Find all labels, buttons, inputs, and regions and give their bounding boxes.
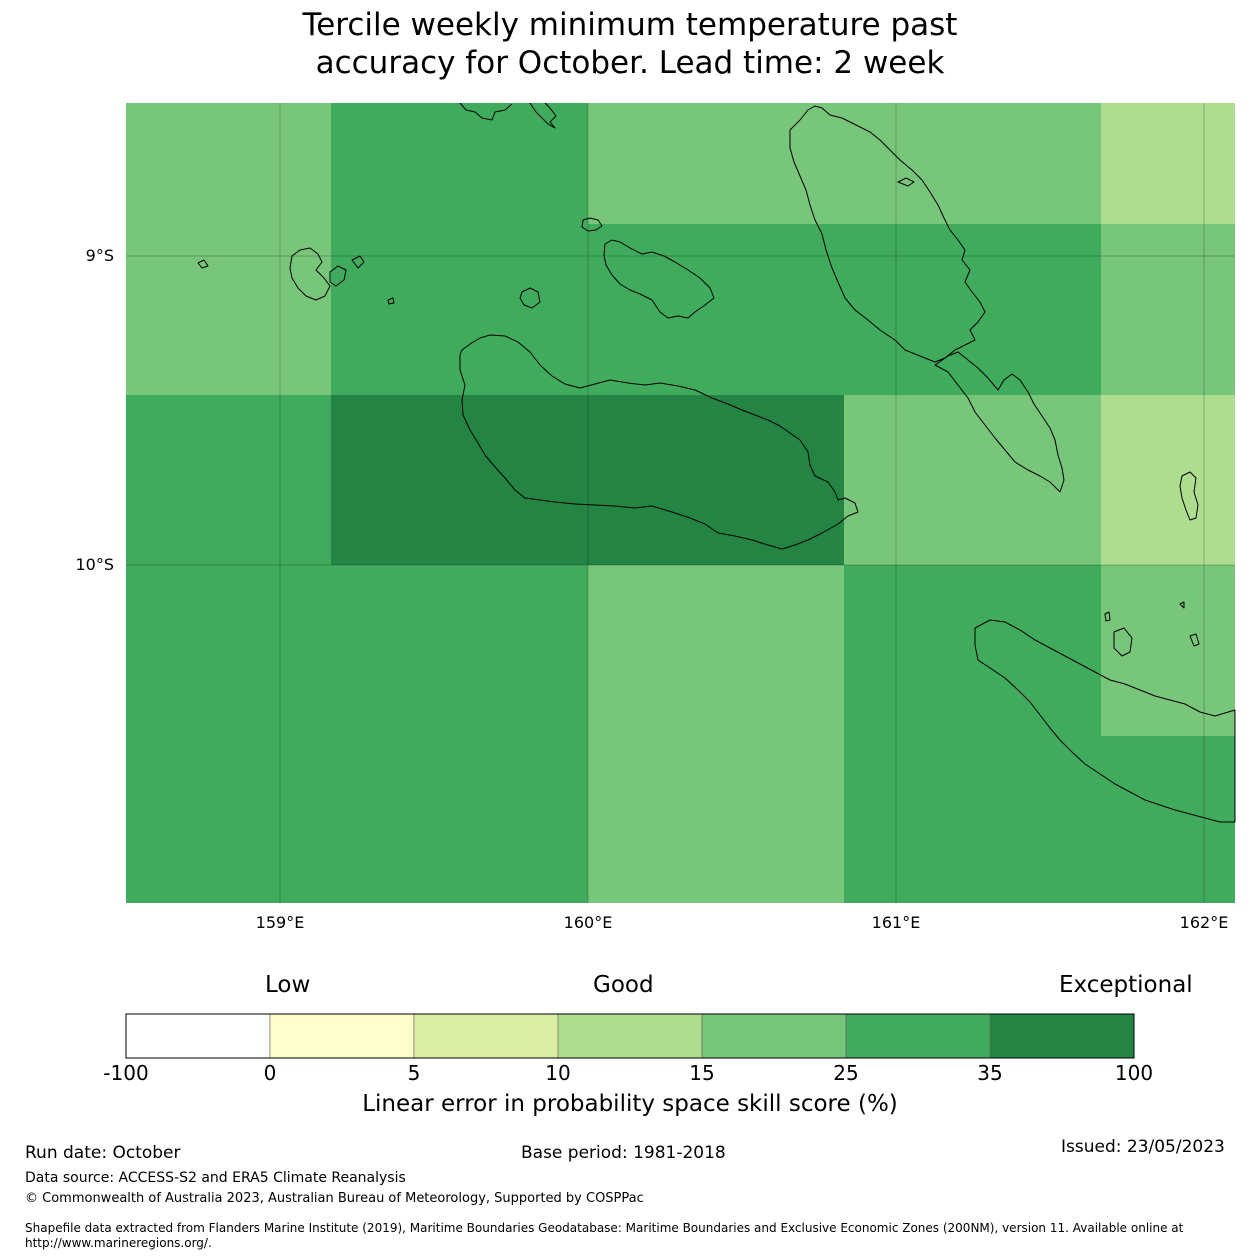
- grid-cell: [588, 565, 844, 903]
- graticule: [126, 103, 1235, 903]
- lon-label: 159°E: [255, 913, 305, 932]
- colorbar-tick-label: 0: [263, 1061, 277, 1085]
- lat-label: 10°S: [75, 555, 114, 574]
- grid-cell: [588, 103, 1101, 224]
- shapefile-credit-line-1: Shapefile data extracted from Flanders M…: [25, 1221, 1184, 1235]
- colorbar-swatch: [701, 1013, 847, 1059]
- colorbar-swatch: [413, 1013, 559, 1059]
- island-makira-outline: [974, 619, 1236, 823]
- legend-qual-low: Low: [265, 972, 311, 998]
- colorbar-label: Linear error in probability space skill …: [362, 1091, 898, 1117]
- colorbar-swatch: [125, 1013, 271, 1059]
- island-malaita-outline: [789, 105, 986, 363]
- title-line-1: Tercile weekly minimum temperature past: [302, 7, 958, 43]
- coastlines: [197, 102, 1236, 823]
- grid-cell: [1101, 565, 1235, 736]
- island-small-outline: [581, 217, 603, 232]
- grid-cell: [331, 224, 1101, 395]
- island-small-outline: [387, 297, 395, 305]
- island-small-outline: [1189, 633, 1200, 647]
- grid-cell: [1101, 224, 1235, 395]
- island-russell-outline: [289, 247, 331, 301]
- grid-cell: [844, 395, 1101, 565]
- legend-qual-exceptional: Exceptional: [1059, 972, 1193, 998]
- island-fragment-outline: [529, 102, 557, 129]
- island-fragment-outline: [459, 102, 513, 121]
- colorbar-swatch: [269, 1013, 415, 1059]
- grid-cell: [331, 395, 844, 565]
- colorbar-frame: [125, 1013, 1135, 1059]
- island-small-outline: [1113, 627, 1133, 657]
- island-small-outline: [351, 255, 365, 269]
- grid-cell: [1101, 736, 1235, 903]
- colorbar-tick-label: 100: [1114, 1061, 1154, 1085]
- title-line-2: accuracy for October. Lead time: 2 week: [315, 45, 945, 81]
- lat-label: 9°S: [85, 246, 114, 265]
- shapefile-credit: Shapefile data extracted from Flanders M…: [25, 1221, 1235, 1251]
- issued-date: Issued: 23/05/2023: [1061, 1137, 1225, 1157]
- colorbar-tick-label: 35: [977, 1061, 1003, 1085]
- island-small-outline: [1104, 611, 1111, 622]
- lon-label: 162°E: [1179, 913, 1229, 932]
- grid-cell: [126, 565, 588, 903]
- colorbar-swatch: [557, 1013, 703, 1059]
- island-guadalcanal-outline: [459, 334, 859, 550]
- island-nggela-outline: [603, 239, 715, 319]
- grid-cell: [331, 103, 588, 224]
- run-date: Run date: October: [25, 1143, 181, 1163]
- colorbar-swatch: [845, 1013, 991, 1059]
- island-small-outline: [197, 259, 209, 269]
- island-small-outline: [1179, 601, 1185, 609]
- colorbar-tick-label: -100: [103, 1061, 149, 1085]
- grid-cell: [126, 103, 331, 395]
- colorbar-tick-label: 25: [833, 1061, 859, 1085]
- data-source: Data source: ACCESS-S2 and ERA5 Climate …: [25, 1170, 406, 1186]
- grid-cell: [126, 395, 331, 565]
- lon-label: 161°E: [871, 913, 921, 932]
- copyright: © Commonwealth of Australia 2023, Austra…: [25, 1191, 644, 1206]
- chart-title: Tercile weekly minimum temperature past …: [0, 6, 1260, 82]
- island-savo-outline: [519, 287, 541, 309]
- colorbar-tick-label: 15: [689, 1061, 715, 1085]
- shapefile-credit-line-2: http://www.marineregions.org/.: [25, 1236, 212, 1250]
- island-small-outline: [897, 177, 915, 187]
- colorbar-tick-label: 5: [407, 1061, 421, 1085]
- colorbar-tick-label: 10: [545, 1061, 571, 1085]
- base-period: Base period: 1981-2018: [521, 1143, 726, 1163]
- island-small-outline: [329, 265, 347, 287]
- island-malaita-south-outline: [934, 351, 1065, 493]
- legend-qual-good: Good: [593, 972, 654, 998]
- grid-cell: [1101, 395, 1235, 565]
- grid-cell: [844, 565, 1101, 903]
- lon-label: 160°E: [563, 913, 613, 932]
- island-east-outline: [1179, 471, 1199, 521]
- skill-grid: [126, 103, 1235, 903]
- colorbar-swatch: [989, 1013, 1135, 1059]
- grid-cell: [1101, 103, 1235, 224]
